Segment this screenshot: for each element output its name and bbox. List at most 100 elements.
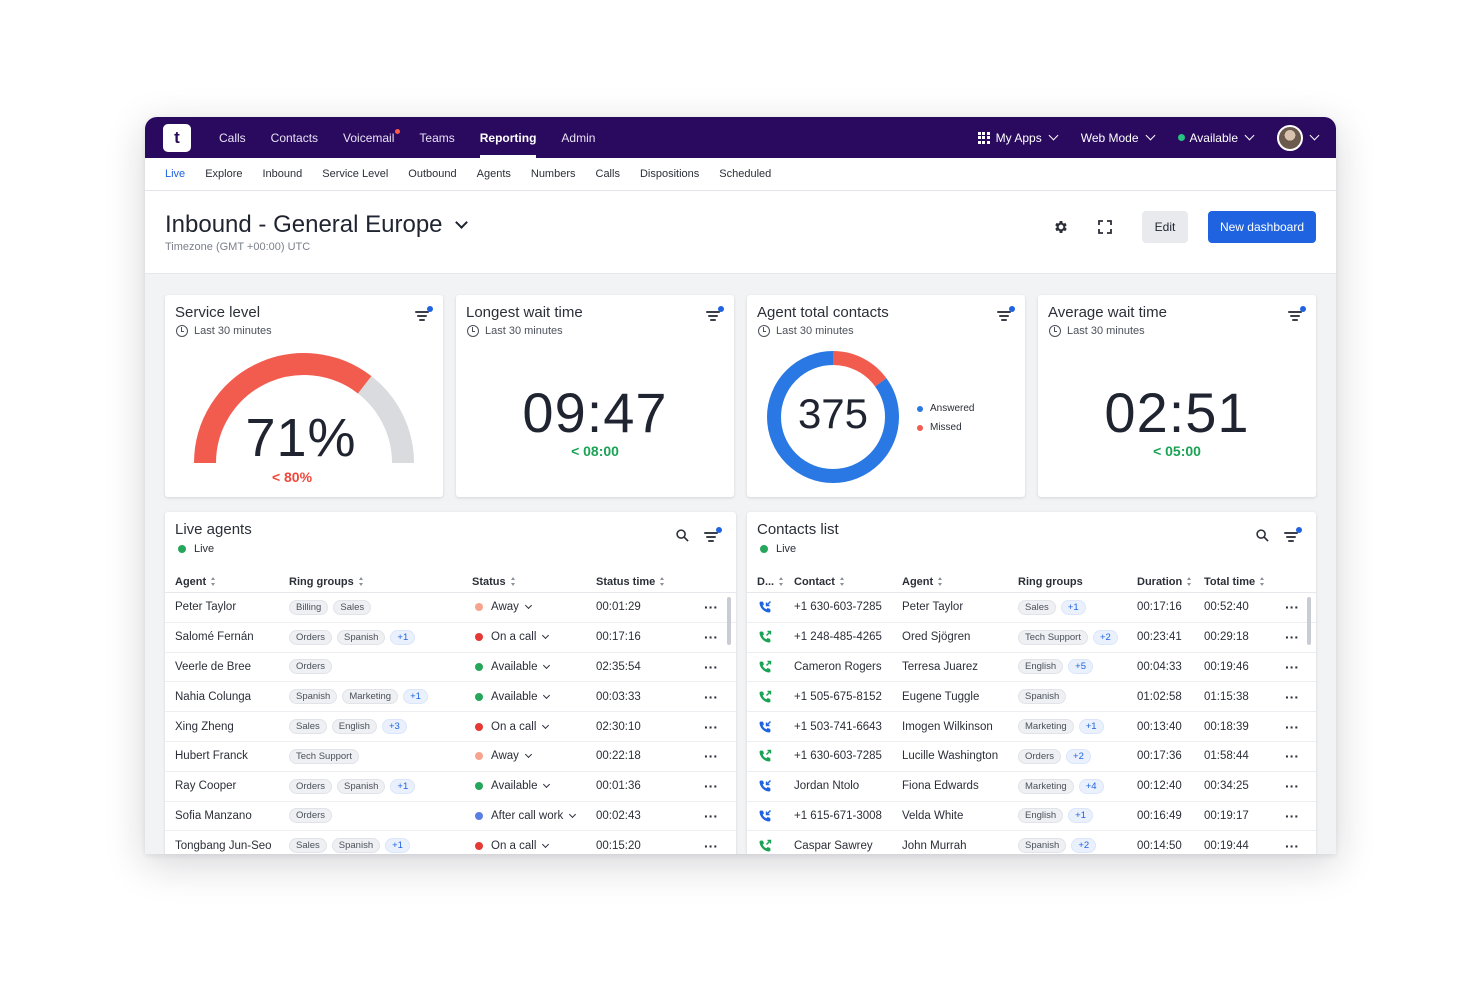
subnav-item-inbound[interactable]: Inbound [262, 168, 303, 180]
contact-name[interactable]: +1 615-671-3008 [794, 809, 882, 822]
status-dropdown[interactable]: Available [475, 653, 551, 682]
status-dropdown[interactable]: After call work [475, 802, 577, 831]
search-icon[interactable] [1256, 529, 1269, 542]
table-row[interactable]: Caspar Sawrey John Murrah Spanish +2 00:14:5… [747, 831, 1316, 854]
more-actions-icon[interactable]: ··· [704, 837, 718, 854]
more-actions-icon[interactable]: ··· [1285, 599, 1299, 616]
status-dropdown[interactable]: On a call [475, 712, 550, 741]
new-dashboard-button[interactable]: New dashboard [1208, 211, 1316, 243]
more-actions-icon[interactable]: ··· [1285, 688, 1299, 705]
contact-name[interactable]: +1 630-603-7285 [794, 750, 882, 763]
table-row[interactable]: +1 505-675-8152 Eugene Tuggle Spanish 01:02… [747, 682, 1316, 713]
more-groups-tag[interactable]: +3 [381, 719, 407, 735]
more-actions-icon[interactable]: ··· [704, 718, 718, 735]
status-dropdown[interactable]: On a call [475, 831, 550, 854]
subnav-item-outbound[interactable]: Outbound [408, 168, 457, 180]
filter-button[interactable] [1288, 306, 1306, 321]
more-actions-icon[interactable]: ··· [704, 778, 718, 795]
contact-name[interactable]: +1 505-675-8152 [794, 690, 882, 703]
table-row[interactable]: +1 248-485-4265 Ored Sjögren Tech Support +… [747, 623, 1316, 653]
col-agent[interactable]: Agent [175, 576, 216, 588]
more-actions-icon[interactable]: ··· [1285, 807, 1299, 824]
subnav-item-live[interactable]: Live [165, 168, 186, 180]
more-actions-icon[interactable]: ··· [704, 688, 718, 705]
col-contact[interactable]: Contact [794, 576, 845, 588]
more-groups-tag[interactable]: +1 [403, 689, 428, 705]
status-dropdown[interactable]: Available [475, 772, 551, 801]
nav-item-calls[interactable]: Calls [219, 117, 246, 158]
filter-button[interactable] [997, 306, 1015, 321]
table-row[interactable]: +1 630-603-7285 Lucille Washington Orders +… [747, 742, 1316, 772]
table-row[interactable]: +1 503-741-6643 Imogen Wilkinson Marketing… [747, 712, 1316, 742]
col-duration[interactable]: Duration [1137, 576, 1192, 588]
scrollbar[interactable] [727, 597, 731, 645]
more-groups-tag[interactable]: +1 [1068, 808, 1094, 824]
availability-menu[interactable]: Available [1177, 131, 1255, 145]
more-groups-tag[interactable]: +2 [1066, 748, 1091, 764]
subnav-item-explore[interactable]: Explore [205, 168, 243, 180]
table-row[interactable]: Jordan Ntolo Fiona Edwards Marketing +4 00:1… [747, 772, 1316, 802]
col-total-time[interactable]: Total time [1204, 576, 1265, 588]
status-dropdown[interactable]: Away [475, 593, 532, 622]
table-row[interactable]: Xing Zheng Sales English +3 On a call 02:30:1… [165, 712, 736, 742]
more-actions-icon[interactable]: ··· [704, 658, 718, 675]
settings-button[interactable] [1050, 216, 1072, 238]
more-groups-tag[interactable]: +2 [1092, 629, 1118, 645]
edit-button[interactable]: Edit [1142, 211, 1188, 243]
search-icon[interactable] [676, 529, 689, 542]
table-row[interactable]: +1 615-671-3008 Velda White English +1 00:16… [747, 802, 1316, 832]
more-groups-tag[interactable]: +1 [1060, 599, 1086, 615]
more-actions-icon[interactable]: ··· [704, 748, 718, 765]
app-logo[interactable]: t [163, 123, 191, 152]
more-groups-tag[interactable]: +5 [1068, 659, 1094, 675]
filter-button[interactable] [1284, 527, 1302, 542]
more-groups-tag[interactable]: +2 [1071, 838, 1097, 854]
nav-item-reporting[interactable]: Reporting [479, 117, 536, 158]
subnav-item-calls[interactable]: Calls [595, 168, 620, 180]
table-row[interactable]: Nahia Colunga Spanish Marketing +1 Available… [165, 682, 736, 713]
status-dropdown[interactable]: Away [475, 742, 532, 771]
table-row[interactable]: Cameron Rogers Terresa Juarez English +5 00:… [747, 653, 1316, 683]
more-actions-icon[interactable]: ··· [1285, 748, 1299, 765]
subnav-item-numbers[interactable]: Numbers [530, 168, 576, 180]
more-actions-icon[interactable]: ··· [1285, 778, 1299, 795]
subnav-item-service-level[interactable]: Service Level [322, 168, 389, 180]
subnav-item-scheduled[interactable]: Scheduled [719, 168, 772, 180]
more-actions-icon[interactable]: ··· [704, 807, 718, 824]
table-row[interactable]: Sofia Manzano Orders After call work 00:02:… [165, 802, 736, 832]
more-groups-tag[interactable]: +1 [385, 838, 410, 854]
table-row[interactable]: Tongbang Jun-Seo Sales Spanish +1 On a call 0… [165, 831, 736, 854]
table-row[interactable]: Peter Taylor Billing Sales Away 00:01:29 ··· [165, 593, 736, 623]
more-groups-tag[interactable]: +1 [390, 778, 416, 794]
more-groups-tag[interactable]: +1 [390, 629, 416, 645]
fullscreen-button[interactable] [1094, 216, 1116, 238]
more-actions-icon[interactable]: ··· [704, 629, 718, 646]
col-agent[interactable]: Agent [902, 576, 943, 588]
col-status[interactable]: Status [472, 576, 516, 588]
filter-button[interactable] [704, 527, 722, 542]
my-apps-menu[interactable]: My Apps [977, 131, 1059, 145]
more-actions-icon[interactable]: ··· [1285, 658, 1299, 675]
scrollbar[interactable] [1307, 597, 1311, 645]
more-groups-tag[interactable]: +1 [1078, 719, 1104, 735]
col-direction[interactable]: D... [757, 576, 784, 588]
table-row[interactable]: Veerle de Bree Orders Available 02:35:54 ··· [165, 653, 736, 683]
subnav-item-agents[interactable]: Agents [476, 168, 511, 180]
contact-name[interactable]: Jordan Ntolo [794, 780, 860, 793]
filter-button[interactable] [415, 306, 433, 321]
more-actions-icon[interactable]: ··· [1285, 837, 1299, 854]
table-row[interactable]: Hubert Franck Tech Support Away 00:22:18 ··· [165, 742, 736, 772]
nav-item-voicemail[interactable]: Voicemail [343, 117, 401, 158]
table-row[interactable]: +1 630-603-7285 Peter Taylor Sales +1 00:17:… [747, 593, 1316, 623]
table-row[interactable]: Salomé Fernán Orders Spanish +1 On a call 00:… [165, 623, 736, 653]
dashboard-selector[interactable]: Inbound - General Europe [165, 211, 468, 239]
status-dropdown[interactable]: Available [475, 682, 551, 711]
user-menu[interactable] [1277, 124, 1320, 151]
more-actions-icon[interactable]: ··· [704, 599, 718, 616]
contact-name[interactable]: Cameron Rogers [794, 660, 882, 673]
contact-name[interactable]: +1 503-741-6643 [794, 720, 882, 733]
contact-name[interactable]: +1 630-603-7285 [794, 601, 882, 614]
contact-name[interactable]: +1 248-485-4265 [794, 631, 882, 644]
more-groups-tag[interactable]: +4 [1078, 778, 1104, 794]
table-row[interactable]: Ray Cooper Orders Spanish +1 Available 00:01:… [165, 772, 736, 802]
